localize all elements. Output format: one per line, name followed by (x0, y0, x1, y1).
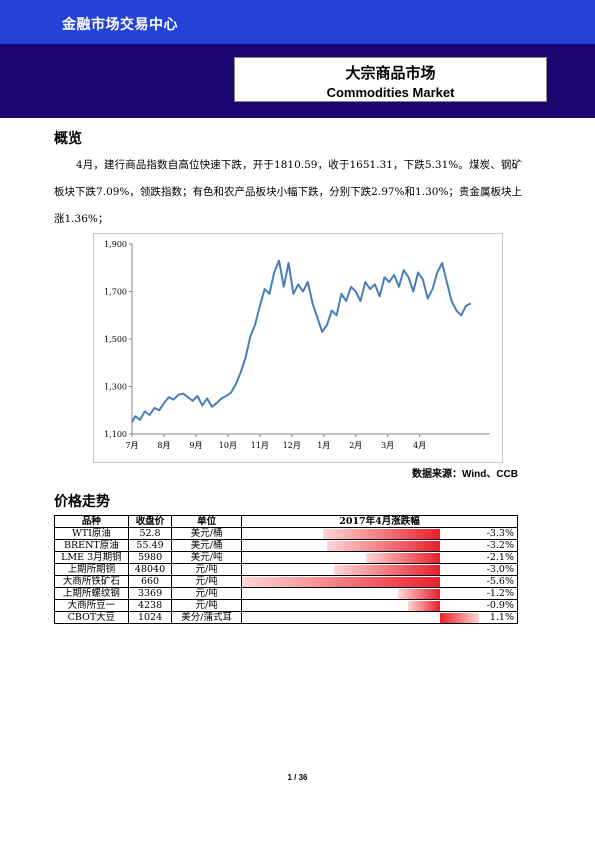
change-cell: 1.1% (241, 611, 518, 624)
table-row: WTI原油 52.8 美元/桶 -3.3% (54, 527, 518, 540)
report-title-cn: 大宗商品市场 (345, 65, 436, 82)
overview-paragraph: 4月，建行商品指数自高位快速下跌，开于1810.59，收于1651.31，下跌5… (54, 159, 522, 225)
commodity-name: CBOT大豆 (54, 611, 129, 624)
report-title-box: 大宗商品市场 Commodities Market (234, 57, 547, 102)
change-bar (242, 577, 441, 587)
change-cell: -3.0% (241, 563, 518, 576)
col-header-close: 收盘价 (127, 515, 173, 528)
commodity-name: 大商所豆一 (54, 599, 129, 612)
price-unit: 美元/桶 (171, 539, 243, 552)
x-tick-label: 12月 (283, 441, 301, 450)
change-bar (440, 613, 479, 623)
change-value: -0.9% (486, 600, 514, 611)
change-cell: -5.6% (241, 575, 518, 588)
table-row: BRENT原油 55.49 美元/桶 -3.2% (54, 539, 518, 552)
change-cell: -0.9% (241, 599, 518, 612)
table-row: 大商所铁矿石 660 元/吨 -5.6% (54, 575, 518, 588)
y-tick-label: 1,300 (104, 383, 127, 392)
change-value: -2.1% (486, 552, 514, 563)
org-name: 金融市场交易中心 (62, 16, 178, 32)
close-price: 1024 (127, 611, 173, 624)
table-row: CBOT大豆 1024 美分/蒲式耳 1.1% (54, 611, 518, 624)
close-price: 4238 (127, 599, 173, 612)
price-table: 品种 收盘价 单位 2017年4月涨跌幅 WTI原油 52.8 美元/桶 -3.3% B… (54, 515, 518, 624)
change-bar (326, 541, 440, 551)
table-row: 上期所螺纹钢 3369 元/吨 -1.2% (54, 587, 518, 600)
change-bar (323, 529, 440, 539)
report-title-en: Commodities Market (326, 85, 455, 100)
overview-heading: 概览 (54, 130, 82, 146)
change-value: -3.2% (486, 540, 514, 551)
price-unit: 美元/吨 (171, 551, 243, 564)
commodity-index-chart: 1,100 1,300 1,500 1,700 1,900 7月 8月 9月 10月 11月 12月… (93, 233, 503, 463)
price-unit: 元/吨 (171, 575, 243, 588)
price-unit: 美分/蒲式耳 (171, 611, 243, 624)
x-tick-label: 9月 (189, 441, 202, 450)
data-source: 数据来源：Wind、CCB (411, 469, 518, 480)
index-series-line (131, 259, 472, 423)
change-cell: -1.2% (241, 587, 518, 600)
prices-heading: 价格走势 (54, 493, 110, 509)
table-row: 大商所豆一 4238 元/吨 -0.9% (54, 599, 518, 612)
x-tick-label: 1月 (317, 441, 330, 450)
col-header-change: 2017年4月涨跌幅 (241, 515, 518, 528)
price-unit: 元/吨 (171, 587, 243, 600)
close-price: 55.49 (127, 539, 173, 552)
commodity-name: 大商所铁矿石 (54, 575, 129, 588)
price-unit: 美元/桶 (171, 527, 243, 540)
commodity-name: 上期所螺纹钢 (54, 587, 129, 600)
col-header-name: 品种 (54, 515, 129, 528)
price-unit: 元/吨 (171, 563, 243, 576)
close-price: 660 (127, 575, 173, 588)
x-tick-label: 8月 (157, 441, 170, 450)
x-tick-label: 7月 (125, 441, 138, 450)
page-number: 1 / 36 (287, 773, 308, 782)
close-price: 3369 (127, 587, 173, 600)
close-price: 5980 (127, 551, 173, 564)
price-table-header: 品种 收盘价 单位 2017年4月涨跌幅 (54, 515, 518, 528)
commodity-name: 上期所期铜 (54, 563, 129, 576)
change-cell: -2.1% (241, 551, 518, 564)
table-row: 上期所期铜 48040 元/吨 -3.0% (54, 563, 518, 576)
y-tick-label: 1,100 (104, 430, 127, 439)
change-value: -3.3% (486, 528, 514, 539)
x-tick-label: 11月 (251, 441, 269, 450)
x-tick-label: 4月 (413, 441, 426, 450)
price-unit: 元/吨 (171, 599, 243, 612)
change-cell: -3.2% (241, 539, 518, 552)
change-value: -5.6% (486, 576, 514, 587)
table-row: LME 3月期铜 5980 美元/吨 -2.1% (54, 551, 518, 564)
y-tick-label: 1,900 (104, 240, 127, 249)
change-value: -3.0% (486, 564, 514, 575)
col-header-unit: 单位 (171, 515, 243, 528)
x-tick-label: 2月 (349, 441, 362, 450)
close-price: 52.8 (127, 527, 173, 540)
change-bar (333, 565, 440, 575)
header-top-strip: 金融市场交易中心 (0, 0, 595, 44)
x-tick-label: 10月 (219, 441, 237, 450)
y-tick-label: 1,700 (104, 288, 127, 297)
commodity-name: LME 3月期铜 (54, 551, 129, 564)
y-tick-label: 1,500 (104, 335, 127, 344)
chart-svg: 1,100 1,300 1,500 1,700 1,900 7月 8月 9月 10月 11月 12月… (104, 240, 490, 450)
close-price: 48040 (127, 563, 173, 576)
change-bar (397, 589, 440, 599)
change-value: -1.2% (486, 588, 514, 599)
change-bar (365, 553, 441, 563)
x-tick-label: 3月 (381, 441, 394, 450)
change-value: 1.1% (489, 612, 514, 623)
commodity-name: WTI原油 (54, 527, 129, 540)
change-bar (408, 601, 440, 611)
commodity-name: BRENT原油 (54, 539, 129, 552)
change-cell: -3.3% (241, 527, 518, 540)
